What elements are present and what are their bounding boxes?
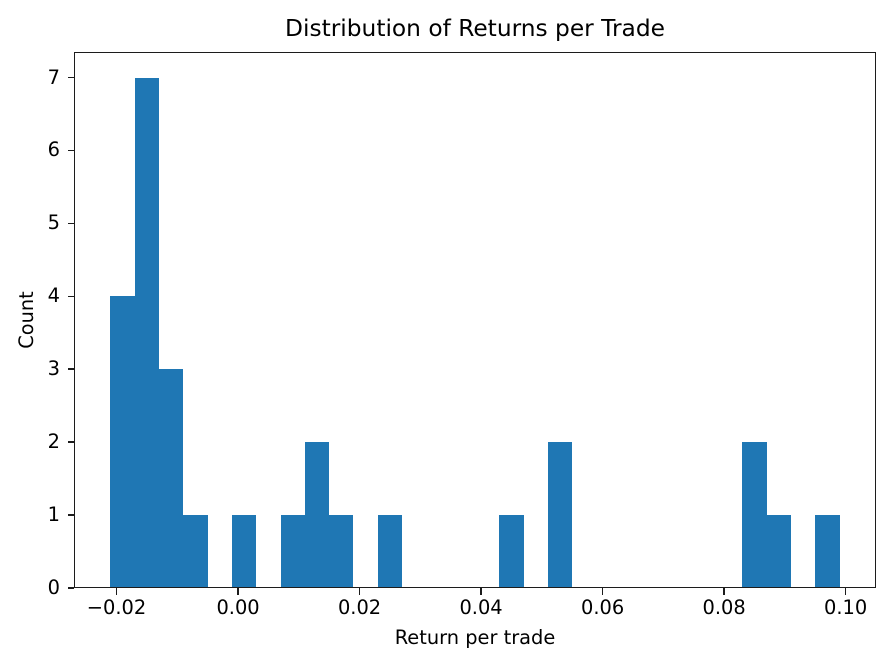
chart-title: Distribution of Returns per Trade <box>285 15 665 42</box>
x-axis-label: Return per trade <box>394 626 556 649</box>
y-axis-label: Count <box>15 291 38 349</box>
y-tick-mark <box>67 368 74 370</box>
y-tick-label: 5 <box>47 211 60 235</box>
x-tick-label: 0.00 <box>216 596 260 619</box>
y-tick-label: 2 <box>47 430 60 454</box>
y-tick-label: 0 <box>47 576 60 599</box>
histogram-bar <box>134 77 160 588</box>
y-tick-label: 4 <box>47 284 60 308</box>
y-tick-mark <box>67 587 74 589</box>
y-tick-label: 6 <box>47 138 60 162</box>
histogram-bar <box>110 296 135 588</box>
x-tick-label: 0.06 <box>580 596 625 619</box>
x-tick-mark <box>237 588 239 595</box>
x-tick-mark <box>480 588 482 595</box>
plot-area <box>74 52 876 588</box>
y-tick-mark <box>67 222 74 225</box>
histogram-bar <box>159 369 184 588</box>
y-tick-mark <box>67 441 74 443</box>
histogram-bar <box>815 515 840 588</box>
x-tick-label: 0.04 <box>459 596 503 619</box>
y-tick-label: 3 <box>47 357 60 381</box>
histogram-bar <box>280 515 305 588</box>
x-tick-label: 0.02 <box>337 596 382 619</box>
y-tick-mark <box>67 514 74 516</box>
x-tick-mark <box>723 588 725 595</box>
y-tick-label: 1 <box>47 503 60 527</box>
y-tick-mark <box>67 149 74 152</box>
histogram-bar <box>766 515 791 588</box>
y-tick-mark <box>67 295 74 298</box>
histogram-bar <box>304 442 330 588</box>
histogram-bar <box>231 515 257 588</box>
x-tick-mark <box>844 588 847 595</box>
histogram-bar <box>742 442 767 588</box>
y-tick-mark <box>67 76 74 79</box>
x-tick-mark <box>601 588 604 595</box>
histogram-bar <box>183 515 208 588</box>
x-tick-mark <box>115 588 118 595</box>
histogram-bar <box>377 515 403 588</box>
y-tick-label: 7 <box>47 65 60 89</box>
x-tick-label: −0.02 <box>86 596 147 619</box>
histogram-bar <box>499 515 524 588</box>
x-tick-label: 0.08 <box>702 596 746 619</box>
x-tick-mark <box>358 588 361 595</box>
histogram-bar <box>329 515 354 588</box>
x-tick-label: 0.10 <box>824 596 868 619</box>
histogram-bar <box>547 442 573 588</box>
